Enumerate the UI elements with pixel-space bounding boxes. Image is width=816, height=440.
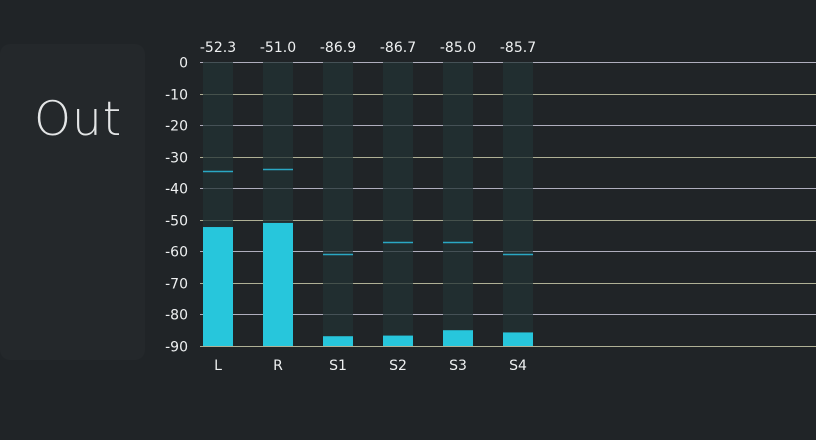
level-readout: -85.7: [500, 40, 536, 56]
meter-track: [443, 62, 473, 346]
meter-bars: [203, 222, 533, 346]
tick-label: -60: [165, 245, 188, 261]
meter-bar: [203, 227, 233, 346]
meter-bar: [503, 332, 533, 346]
meter-scale: 0 -10 -20 -30 -40 -50 -60 -70 -80 -90: [165, 56, 188, 356]
tick-label: -50: [165, 214, 188, 230]
tick-label: -80: [165, 308, 188, 324]
channel-label: S4: [509, 358, 527, 374]
tick-label: 0: [179, 56, 188, 72]
channel-label: S1: [329, 358, 347, 374]
tick-label: -90: [165, 340, 188, 356]
level-readout: -85.0: [440, 40, 476, 56]
meter-bar: [443, 330, 473, 346]
tick-label: -20: [165, 119, 188, 135]
level-readout: -86.7: [380, 40, 416, 56]
meter-bar: [383, 335, 413, 346]
output-panel: Out: [0, 44, 145, 360]
panel-title: Out: [34, 92, 123, 147]
channel-label: L: [214, 358, 222, 374]
meter-track: [503, 62, 533, 346]
meter-track: [383, 62, 413, 346]
meter-tracks: [203, 62, 533, 346]
meter-level-readouts: -52.3 -51.0 -86.9 -86.7 -85.0 -85.7: [200, 40, 536, 56]
channel-label: R: [273, 358, 283, 374]
meter-channel-labels: L R S1 S2 S3 S4: [214, 358, 527, 374]
meter-peak-holds: [203, 168, 533, 256]
tick-label: -70: [165, 277, 188, 293]
tick-label: -30: [165, 151, 188, 167]
level-readout: -86.9: [320, 40, 356, 56]
channel-label: S3: [449, 358, 467, 374]
channel-label: S2: [389, 358, 407, 374]
level-readout: -51.0: [260, 40, 296, 56]
meter-bar: [263, 222, 293, 346]
level-readout: -52.3: [200, 40, 236, 56]
tick-label: -40: [165, 182, 188, 198]
meter-track: [323, 62, 353, 346]
meter-bar: [323, 336, 353, 346]
tick-label: -10: [165, 88, 188, 104]
